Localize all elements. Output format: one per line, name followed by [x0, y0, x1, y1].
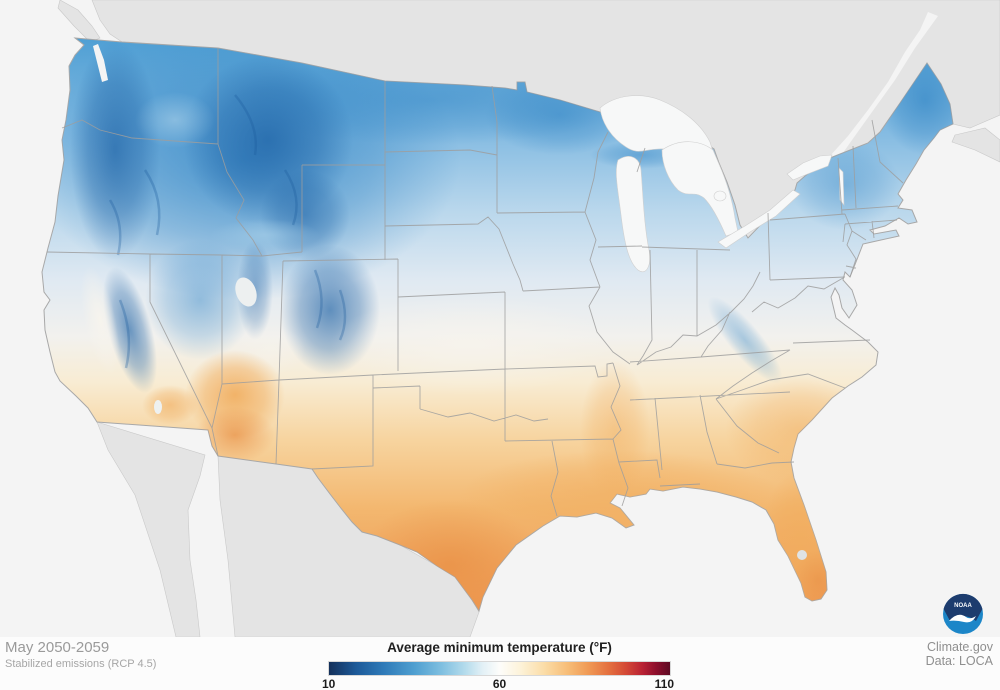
credit-data: Data: LOCA [925, 654, 993, 668]
temperature-shading [42, 38, 953, 611]
scenario-label: Stabilized emissions (RCP 4.5) [5, 658, 157, 670]
lake-ontario [786, 154, 833, 181]
colorbar-tick-max: 110 [654, 677, 674, 690]
lake-st-clair [713, 190, 727, 202]
baja-california [96, 421, 206, 637]
salton-sea [154, 400, 162, 414]
time-period-label: May 2050-2059 [5, 639, 110, 656]
lake-michigan [616, 156, 651, 272]
noaa-logo-pennant [943, 593, 983, 621]
inland-lakes [93, 44, 807, 560]
mountain-ridge-texture [108, 94, 347, 369]
us-temperature-map: NOAA [41, 0, 1000, 637]
great-salt-lake [235, 277, 257, 307]
noaa-logo: NOAA [943, 593, 983, 634]
great-lakes [599, 95, 845, 272]
legend-title: Average minimum temperature (°F) [387, 640, 612, 655]
lake-erie [717, 189, 801, 249]
state-borders [46, 48, 904, 517]
colorbar-tick-mid: 60 [492, 677, 507, 690]
nova-scotia [951, 127, 1000, 163]
colorbar-legend: Average minimum temperature (°F) 10 60 1… [322, 637, 674, 690]
credit-source: Climate.gov [927, 640, 993, 654]
footer-bar: May 2050-2059 Stabilized emissions (RCP … [0, 637, 1000, 690]
lake-huron [661, 141, 739, 237]
colorbar-tick-min: 10 [322, 677, 336, 690]
lake-okeechobee [797, 550, 807, 560]
colorbar-gradient [328, 661, 671, 676]
noaa-seagull-icon [949, 614, 976, 623]
noaa-logo-text: NOAA [954, 603, 972, 609]
st-lawrence-river [830, 12, 938, 160]
puget-sound [93, 44, 108, 82]
credit-block: Climate.gov Data: LOCA [926, 640, 993, 668]
map-svg: NOAA [41, 0, 1000, 637]
